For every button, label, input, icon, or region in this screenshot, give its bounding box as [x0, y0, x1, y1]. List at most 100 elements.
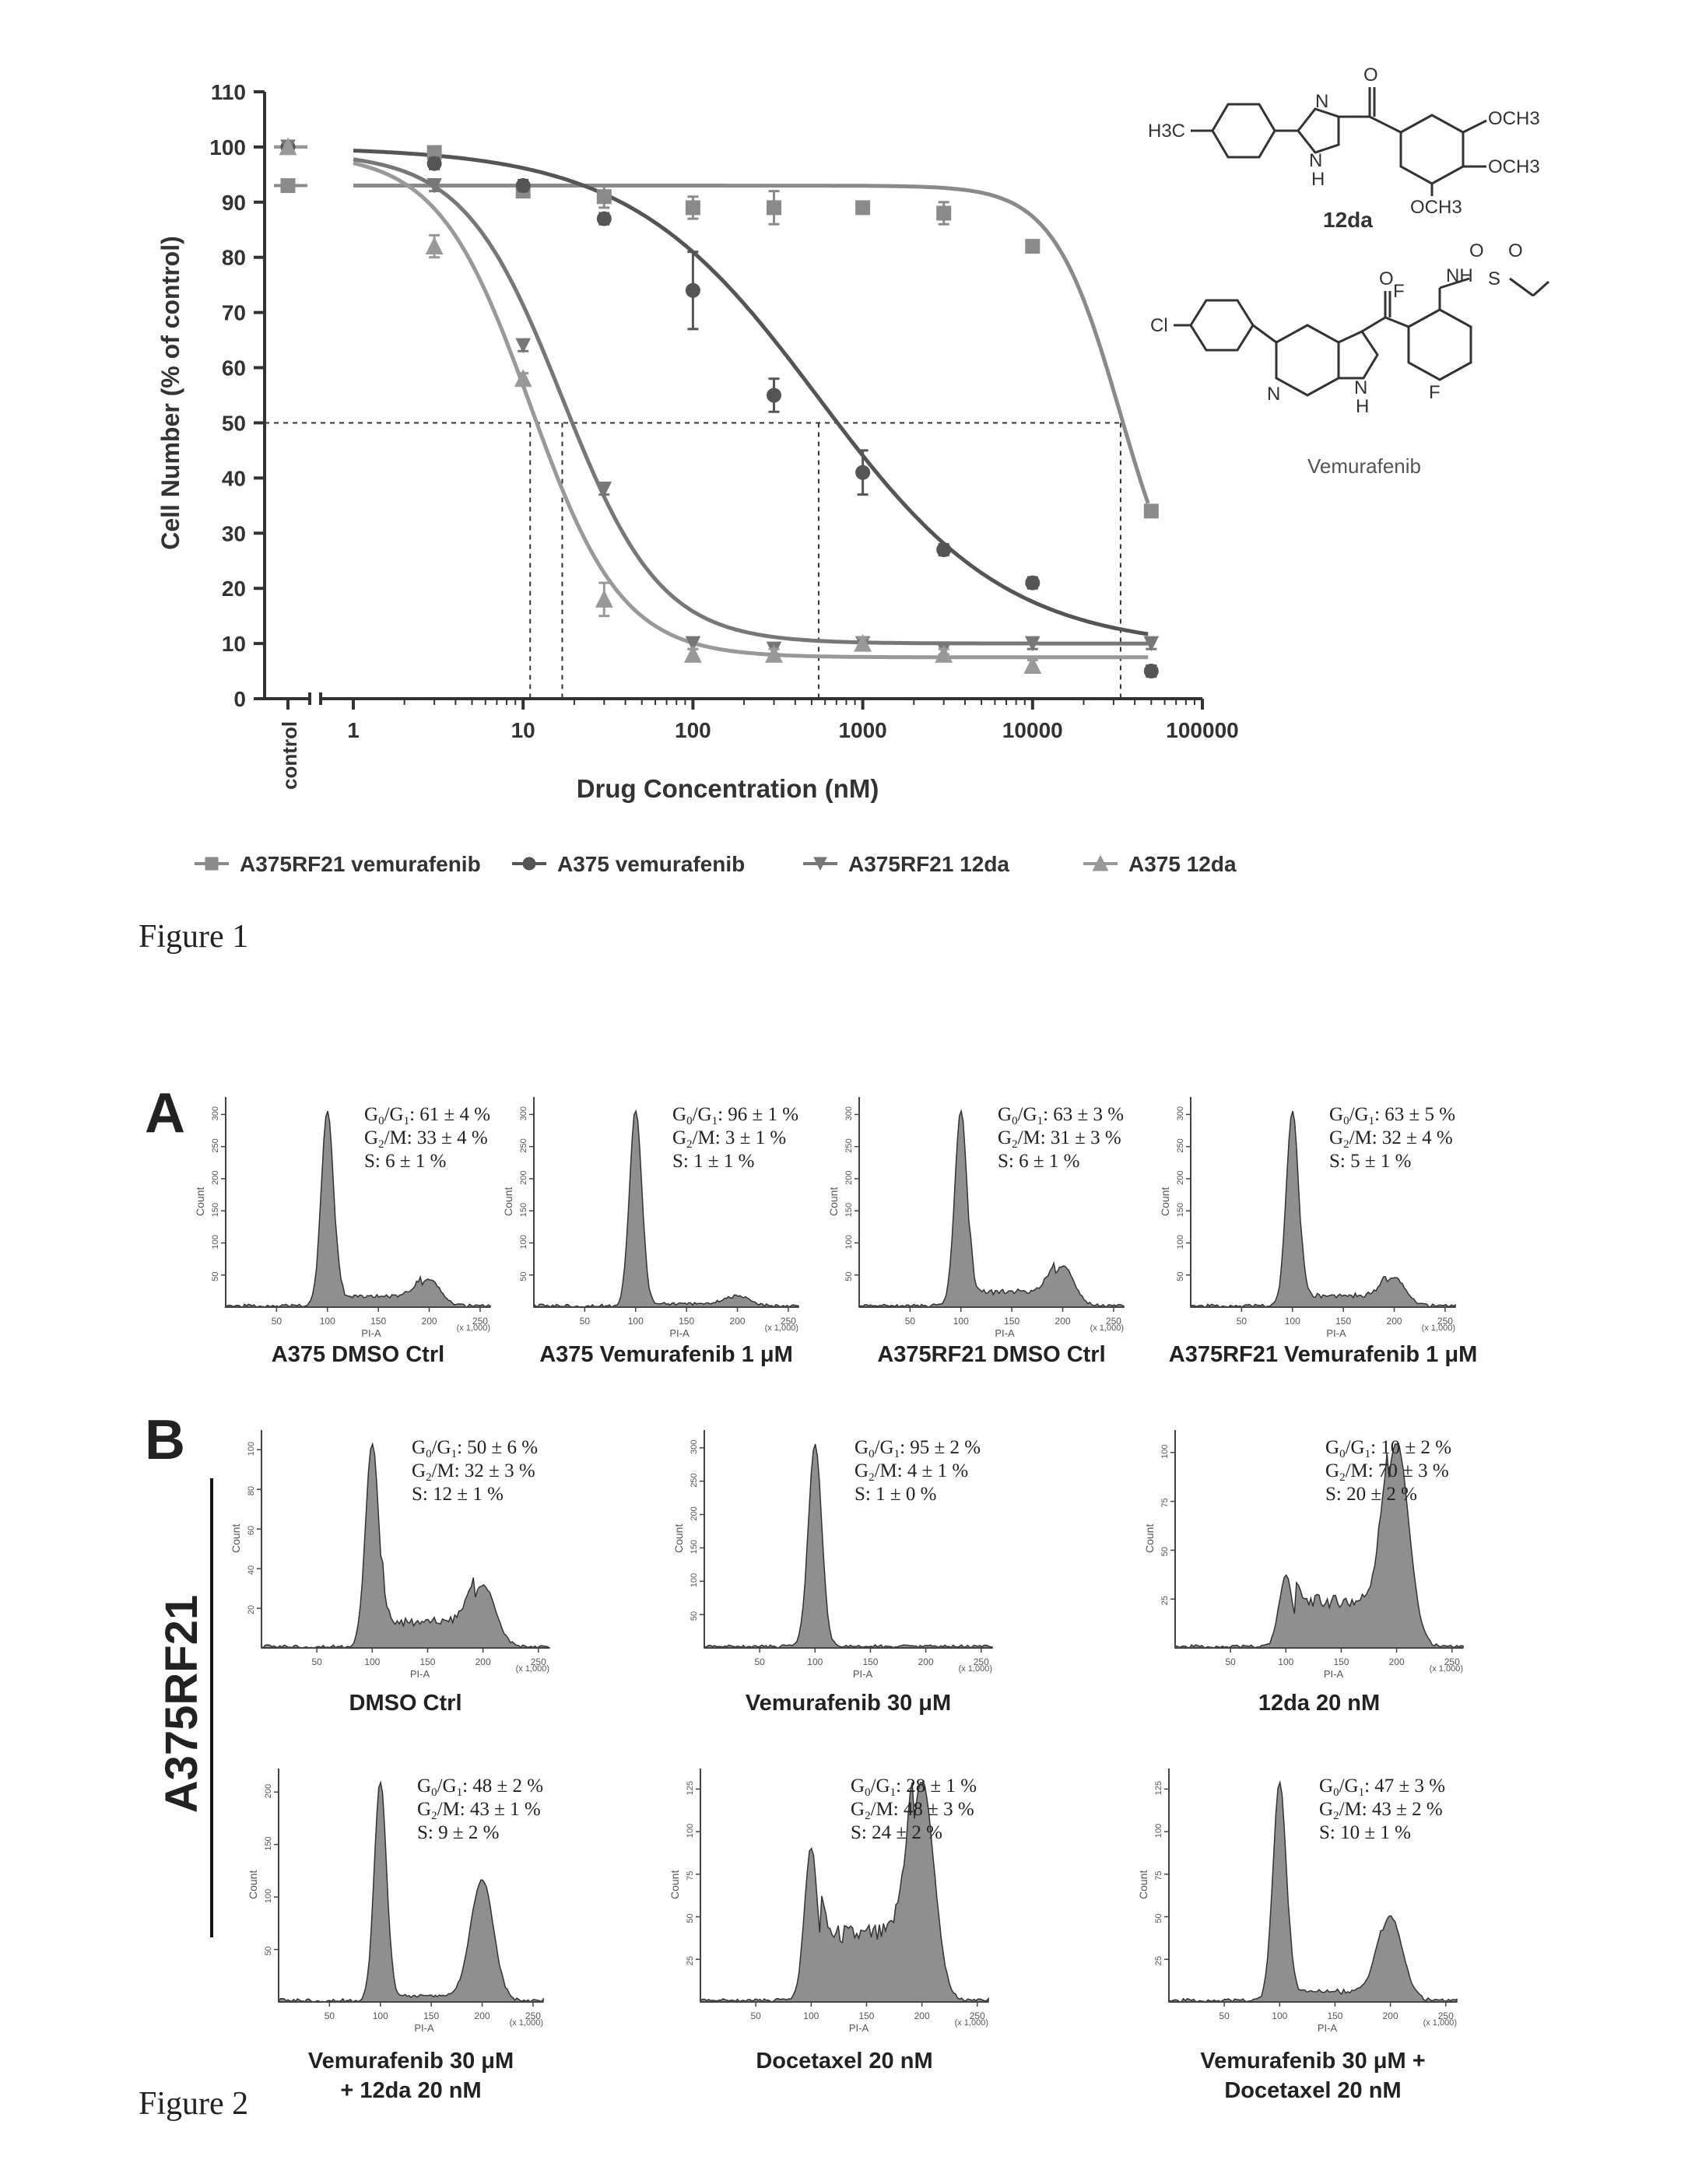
- histogram-x-tick-label: 50: [1225, 1656, 1236, 1667]
- stat-s: S: 20 ± 2 %: [1325, 1484, 1417, 1505]
- stat-g0g1: G0/G1: 10 ± 2 %: [1325, 1437, 1451, 1460]
- histogram-y-tick-label: 250: [211, 1138, 220, 1152]
- histogram-y-tick-label: 75: [1160, 1498, 1170, 1507]
- stat-g2m: G2/M: 32 ± 4 %: [1329, 1127, 1453, 1151]
- histogram-y-tick-label: 50: [264, 1946, 273, 1955]
- histogram-y-label: Count: [669, 1870, 681, 1899]
- stat-s: S: 10 ± 1 %: [1319, 1822, 1411, 1843]
- panel-title: A375 Vemurafenib 1 μM: [539, 1342, 793, 1367]
- panel-title: Docetaxel 20 nM: [756, 2049, 932, 2074]
- histogram-x-unit: (x 1,000): [959, 1664, 992, 1674]
- histogram-y-tick-label: 25: [686, 1956, 695, 1965]
- histogram-y-tick-label: 300: [519, 1106, 528, 1120]
- histogram-x-unit: (x 1,000): [510, 2018, 543, 2028]
- histogram-y-tick-label: 300: [211, 1106, 220, 1120]
- panel-title: Vemurafenib 30 μM: [308, 2049, 514, 2074]
- stat-g2m: G2/M: 43 ± 1 %: [417, 1799, 541, 1822]
- histogram-y-tick-label: 300: [844, 1106, 854, 1120]
- stat-g2m: G2/M: 33 ± 4 %: [364, 1127, 488, 1151]
- histogram-panel-b2: 50100150200250PI-A(x 1,000)5010015020025…: [672, 1430, 992, 1716]
- histogram-y-tick-label: 50: [1176, 1271, 1185, 1281]
- histogram-y-tick-label: 200: [519, 1171, 528, 1185]
- histogram-y-tick-label: 25: [1154, 1956, 1163, 1965]
- histogram-x-tick-label: 200: [422, 1316, 437, 1327]
- histogram-x-tick-label: 100: [1272, 2010, 1287, 2021]
- histogram-y-tick-label: 20: [247, 1605, 256, 1614]
- histogram-x-tick-label: 150: [862, 1656, 878, 1667]
- histogram-x-label: PI-A: [414, 2022, 434, 2034]
- stat-g0g1: G0/G1: 96 ± 1 %: [672, 1104, 798, 1127]
- histogram-y-tick-label: 100: [1154, 1824, 1163, 1838]
- panel-title: DMSO Ctrl: [349, 1691, 462, 1716]
- histogram-x-tick-label: 50: [272, 1316, 282, 1327]
- histogram-y-tick-label: 100: [1160, 1444, 1170, 1458]
- histogram-x-label: PI-A: [1326, 1327, 1346, 1339]
- histogram-x-tick-label: 200: [1383, 2010, 1398, 2021]
- histogram-x-tick-label: 100: [807, 1656, 823, 1667]
- stat-s: S: 1 ± 1 %: [672, 1151, 754, 1172]
- histogram-panel-a4: 50100150200250PI-A(x 1,000)5010015020025…: [1159, 1097, 1477, 1367]
- histogram-y-label: Count: [247, 1870, 259, 1899]
- histogram-x-tick-label: 200: [476, 1656, 491, 1667]
- histogram-x-tick-label: 50: [580, 1316, 591, 1327]
- histogram-x-tick-label: 200: [475, 2010, 490, 2021]
- histogram-x-tick-label: 100: [373, 2010, 388, 2021]
- stat-g0g1: G0/G1: 48 ± 2 %: [417, 1776, 543, 1799]
- histogram-y-tick-label: 150: [1176, 1203, 1185, 1217]
- histogram-y-tick-label: 200: [1176, 1171, 1185, 1185]
- histogram-x-tick-label: 50: [754, 1656, 765, 1667]
- histogram-x-tick-label: 150: [679, 1316, 694, 1327]
- histogram-y-tick-label: 50: [1154, 1913, 1163, 1923]
- panel-title-line2: Docetaxel 20 nM: [1224, 2078, 1401, 2103]
- histogram-x-tick-label: 100: [1278, 1656, 1293, 1667]
- figure2-caption: Figure 2: [139, 2085, 248, 2123]
- histogram-panel-b1: 50100150200250PI-A(x 1,000)20406080100Co…: [230, 1430, 549, 1716]
- histogram-y-tick-label: 25: [1160, 1596, 1170, 1605]
- histogram-y-tick-label: 100: [686, 1824, 695, 1838]
- panel-title-line2: + 12da 20 nM: [340, 2078, 481, 2103]
- histogram-y-tick-label: 200: [264, 1784, 273, 1798]
- histogram-panel-b5: 50100150200250PI-A(x 1,000)255075100125C…: [669, 1769, 988, 2074]
- stat-g0g1: G0/G1: 63 ± 3 %: [998, 1104, 1124, 1127]
- stat-g0g1: G0/G1: 47 ± 3 %: [1319, 1776, 1445, 1799]
- histogram-x-tick-label: 100: [953, 1316, 969, 1327]
- histogram-y-tick-label: 100: [519, 1235, 528, 1249]
- histogram-y-tick-label: 250: [1176, 1138, 1185, 1152]
- stat-g2m: G2/M: 70 ± 3 %: [1325, 1460, 1449, 1484]
- histogram-x-tick-label: 100: [320, 1316, 335, 1327]
- histogram-y-tick-label: 50: [690, 1611, 699, 1621]
- histogram-x-tick-label: 200: [1055, 1316, 1071, 1327]
- stat-g0g1: G0/G1: 63 ± 5 %: [1329, 1104, 1455, 1127]
- histogram-x-tick-label: 200: [914, 2010, 930, 2021]
- histogram-x-tick-label: 150: [858, 2010, 874, 2021]
- stat-g2m: G2/M: 31 ± 3 %: [998, 1127, 1121, 1151]
- histogram-x-tick-label: 150: [1333, 1656, 1349, 1667]
- histogram-x-tick-label: 50: [750, 2010, 761, 2021]
- histogram-x-tick-label: 150: [370, 1316, 386, 1327]
- histogram-x-unit: (x 1,000): [1430, 1664, 1463, 1674]
- histogram-x-tick-label: 200: [918, 1656, 934, 1667]
- histogram-y-tick-label: 150: [519, 1203, 528, 1217]
- histogram-x-label: PI-A: [853, 1668, 873, 1680]
- histogram-x-tick-label: 50: [905, 1316, 916, 1327]
- panel-title: Vemurafenib 30 μM: [746, 1691, 951, 1716]
- stat-g2m: G2/M: 3 ± 1 %: [672, 1127, 786, 1151]
- histogram-x-tick-label: 100: [364, 1656, 380, 1667]
- histogram-x-label: PI-A: [669, 1327, 690, 1339]
- stat-g0g1: G0/G1: 61 ± 4 %: [364, 1104, 490, 1127]
- histogram-x-tick-label: 50: [1219, 2010, 1230, 2021]
- histogram-x-unit: (x 1,000): [765, 1323, 798, 1333]
- stat-s: S: 12 ± 1 %: [412, 1484, 504, 1505]
- histogram-x-tick-label: 150: [1004, 1316, 1019, 1327]
- panel-title: A375RF21 DMSO Ctrl: [877, 1342, 1105, 1367]
- histogram-x-tick-label: 150: [1335, 1316, 1351, 1327]
- histogram-y-tick-label: 50: [686, 1913, 695, 1923]
- histogram-y-tick-label: 100: [690, 1573, 699, 1587]
- histogram-y-label: Count: [672, 1524, 685, 1553]
- panel-title: 12da 20 nM: [1258, 1691, 1380, 1716]
- histogram-y-tick-label: 125: [686, 1781, 695, 1795]
- histogram-x-unit: (x 1,000): [1422, 1323, 1455, 1333]
- panel-title: A375 DMSO Ctrl: [272, 1342, 444, 1367]
- histogram-y-tick-label: 75: [686, 1871, 695, 1881]
- histogram-x-label: PI-A: [410, 1668, 430, 1680]
